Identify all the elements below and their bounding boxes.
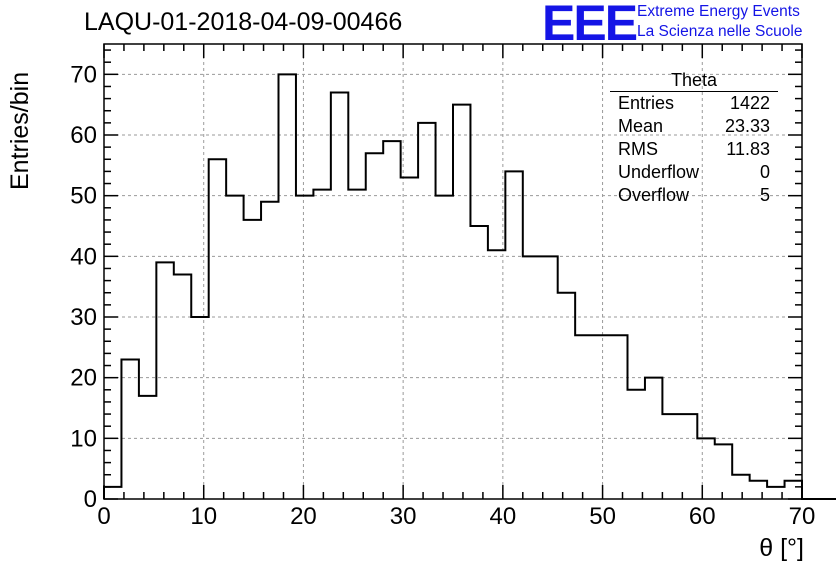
histogram-bin [296, 196, 313, 499]
y-tick-label: 50 [70, 183, 97, 210]
histogram-bin [715, 444, 732, 499]
histogram-bin [593, 335, 610, 499]
histogram-bin [226, 196, 243, 499]
y-tick-label: 10 [70, 425, 97, 452]
stats-title: Theta [610, 70, 778, 92]
stats-row: Underflow 0 [610, 161, 778, 184]
stats-label: Entries [618, 93, 675, 113]
x-tick-label: 20 [290, 503, 317, 530]
stats-label: Mean [618, 116, 664, 136]
y-tick-label: 0 [84, 486, 97, 513]
y-tick-label: 40 [70, 243, 97, 270]
histogram-bin [750, 481, 767, 499]
logo-caption-line1: Extreme Energy Events [637, 3, 800, 20]
eee-logo: EEE [542, 0, 638, 51]
histogram-bin [121, 359, 138, 499]
y-tick-label: 20 [70, 365, 97, 392]
histogram-bin [366, 153, 383, 499]
histogram-bin [418, 123, 435, 499]
stats-rows: Entries 1422 Mean 23.33 RMS 11.83 Underflow 0 Ov… [610, 92, 778, 207]
histogram-bin [628, 390, 645, 499]
stats-label: Overflow [618, 185, 690, 205]
histogram-bin [662, 414, 679, 499]
histogram-bin [244, 220, 261, 499]
histogram-bin [697, 438, 714, 499]
stats-value: 11.83 [726, 139, 770, 159]
histogram-bin [174, 275, 191, 499]
x-tick-label: 70 [789, 503, 816, 530]
stats-box: Theta Entries 1422 Mean 23.33 RMS 11.83 Underf… [610, 70, 778, 207]
y-tick-label: 70 [70, 61, 97, 88]
histogram-bin [401, 177, 418, 499]
histogram-bin [383, 141, 400, 499]
histogram-bin [732, 475, 749, 499]
logo-caption-line2: La Scienza nelle Scuole [637, 23, 803, 40]
x-axis-label: θ [°] [759, 534, 804, 562]
histogram-bin [540, 256, 557, 499]
stats-label: Underflow [618, 162, 700, 182]
histogram-outline [103, 73, 836, 500]
y-tick-label: 30 [70, 304, 97, 331]
histogram-bin [191, 317, 208, 499]
stats-row: Overflow 5 [610, 184, 778, 207]
histogram-bin [785, 481, 802, 499]
y-tick-labels: 0 10 20 30 40 50 60 70 [70, 61, 97, 513]
chart-title: LAQU-01-2018-04-09-00466 [84, 8, 403, 36]
stats-value: 5 [759, 185, 770, 205]
histogram-bin [645, 378, 662, 499]
histogram-bin [331, 93, 348, 499]
axis-ticks [103, 44, 803, 500]
logo-caption: Extreme Energy Events La Scienza nelle S… [637, 2, 802, 42]
stats-row: Mean 23.33 [610, 115, 778, 138]
x-tick-label: 60 [689, 503, 716, 530]
histogram-bin [488, 250, 505, 499]
stats-value: 1422 [729, 93, 770, 113]
histogram-bin [279, 74, 296, 499]
stats-row: RMS 11.83 [610, 138, 778, 161]
histogram-bin [610, 335, 627, 499]
histogram-bin [470, 226, 487, 499]
histogram-bin [104, 487, 121, 499]
stats-row: Entries 1422 [610, 92, 778, 115]
histogram-bin [209, 159, 226, 499]
histogram-bin [505, 171, 522, 499]
histogram-bin [523, 256, 540, 499]
stats-value: 23.33 [724, 116, 770, 136]
x-tick-label: 10 [190, 503, 217, 530]
histogram-bin [575, 335, 592, 499]
y-tick-label: 60 [70, 122, 97, 149]
histogram-bin [558, 293, 575, 499]
x-tick-label: 40 [490, 503, 517, 530]
histogram-bin [348, 190, 365, 499]
histogram-bin [436, 196, 453, 499]
histogram-bin [453, 105, 470, 499]
histogram-bin [680, 414, 697, 499]
x-tick-label: 50 [589, 503, 616, 530]
stats-value: 0 [759, 162, 770, 182]
x-tick-label: 0 [97, 503, 110, 530]
stats-label: RMS [618, 139, 658, 159]
histogram-bin [156, 262, 173, 499]
x-tick-label: 30 [390, 503, 417, 530]
plot-frame [103, 43, 803, 500]
histogram-bin [139, 396, 156, 499]
histogram-bin [261, 202, 278, 499]
histogram-bin [313, 190, 330, 499]
x-tick-labels: 0 10 20 30 40 50 60 70 [97, 503, 815, 530]
